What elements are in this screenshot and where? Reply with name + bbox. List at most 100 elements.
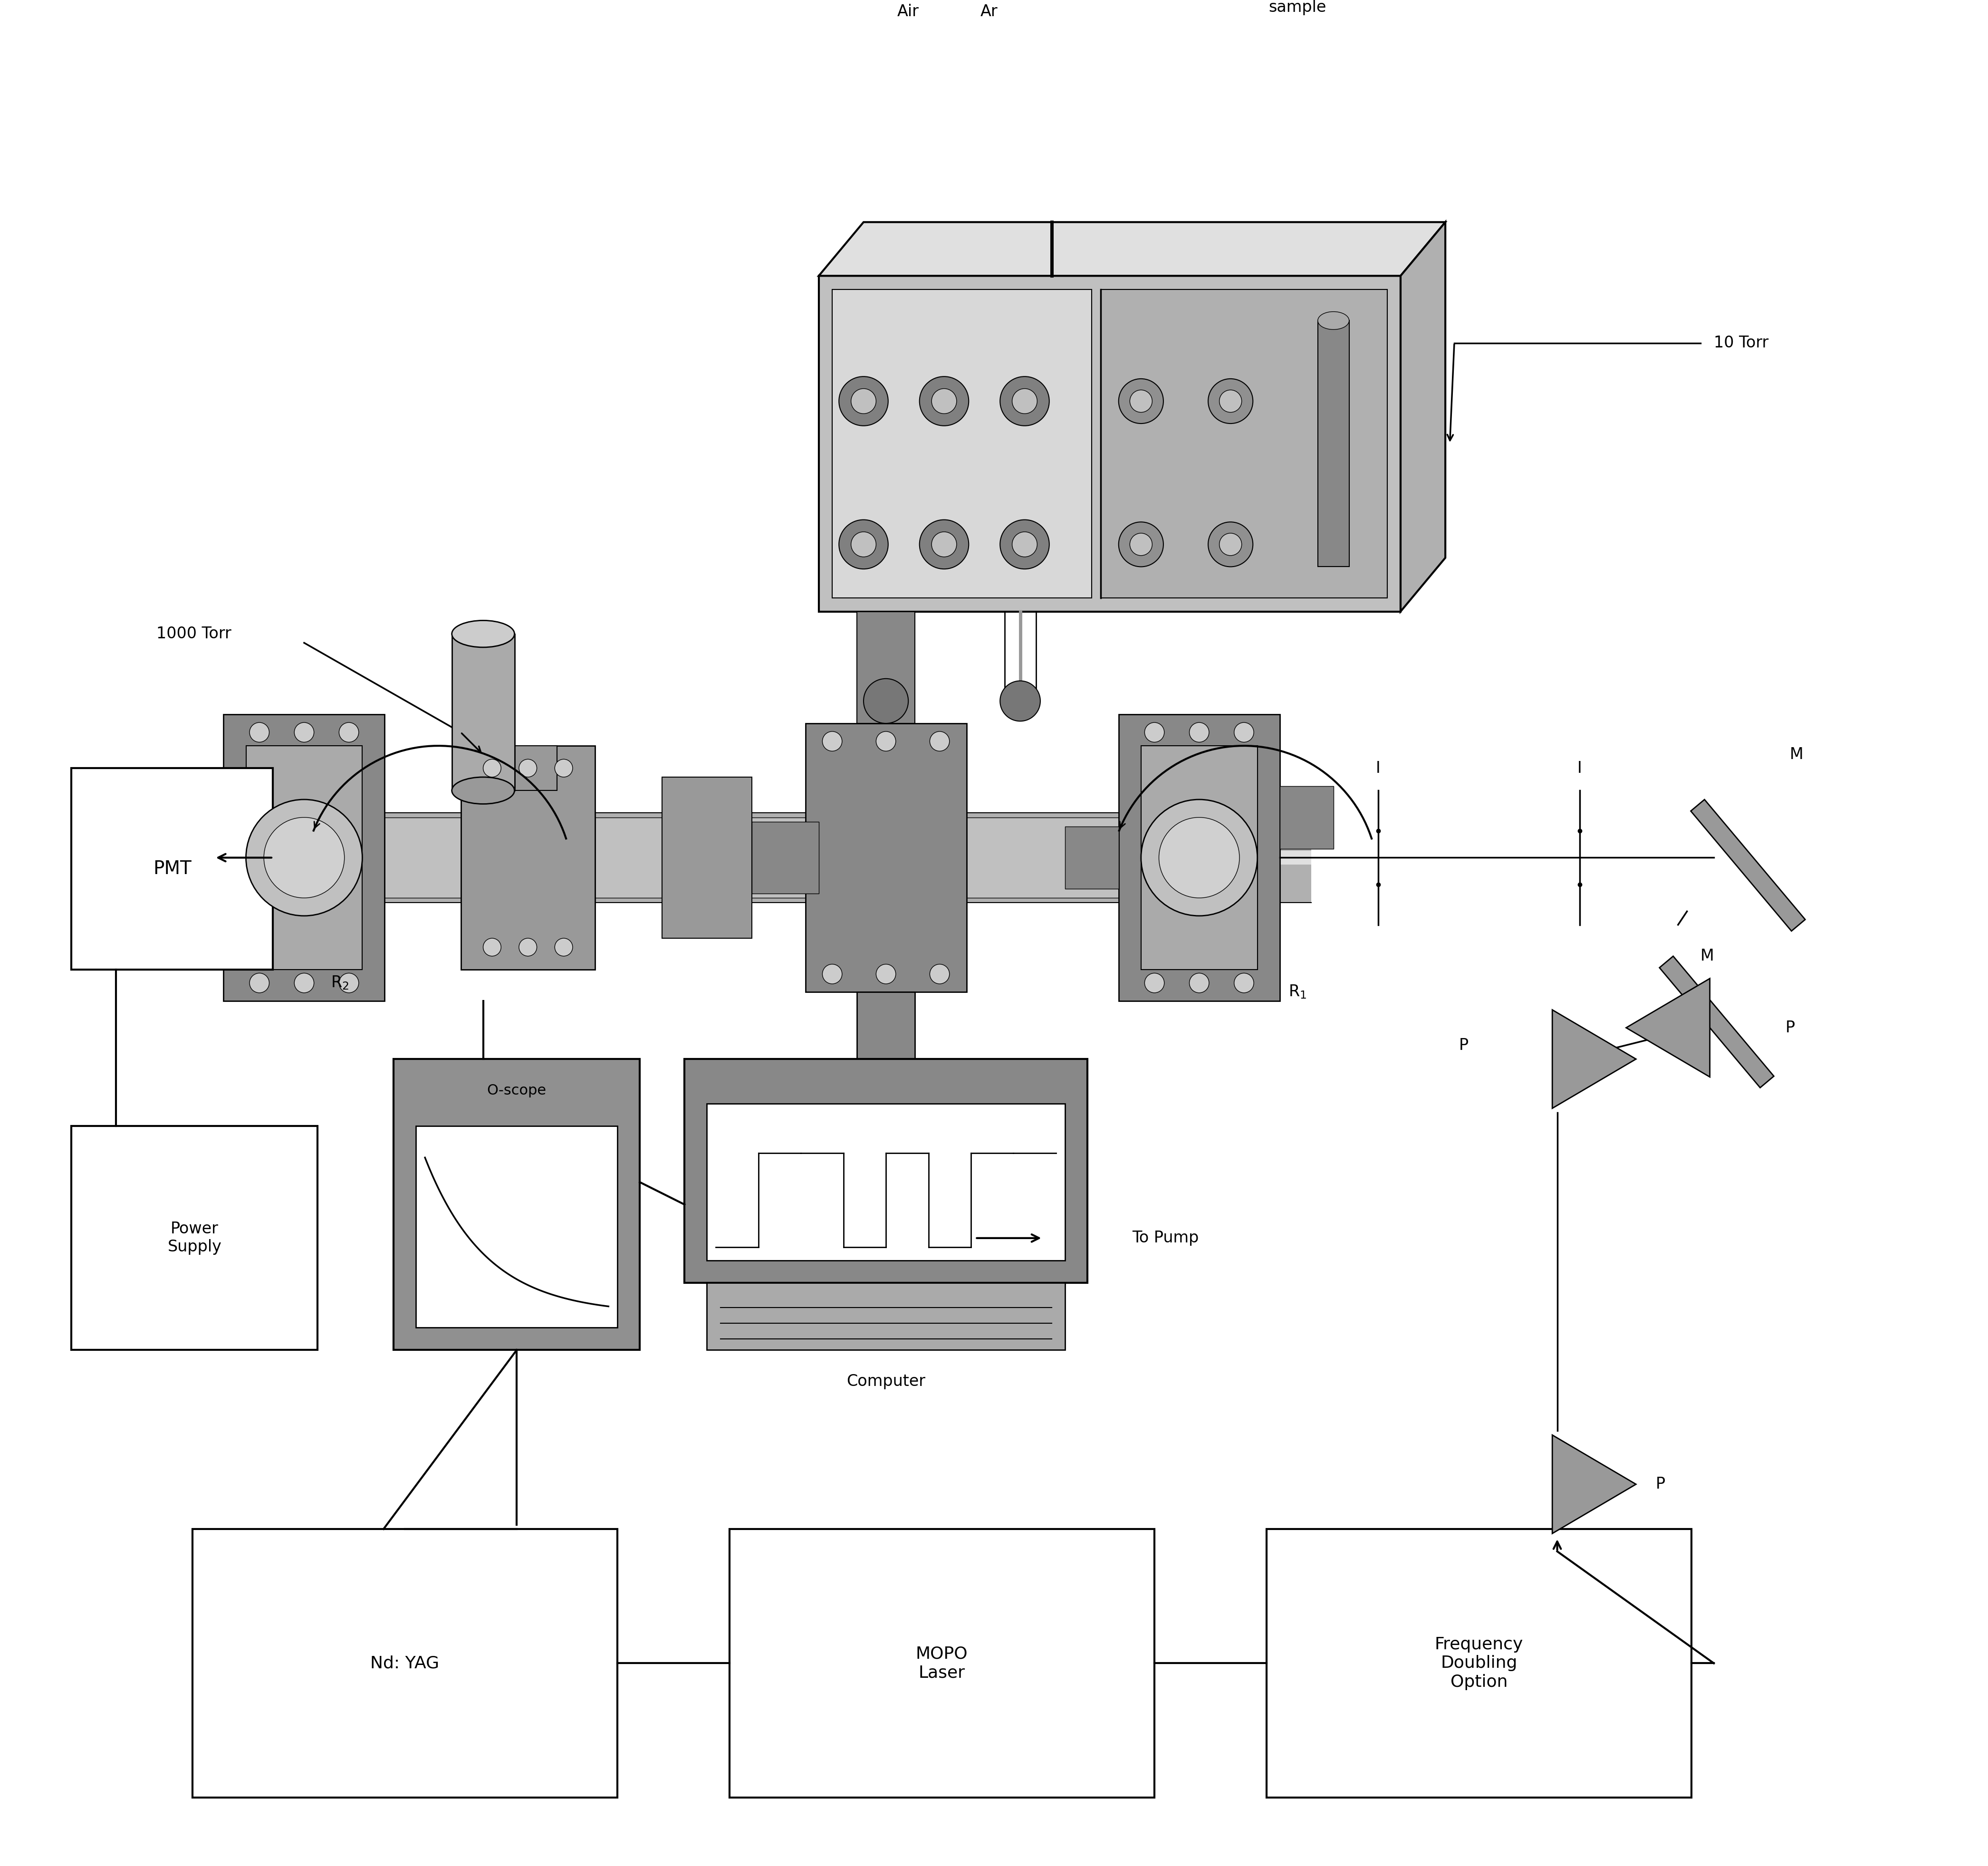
Circle shape — [340, 974, 358, 993]
Bar — [1066, 827, 1119, 888]
Circle shape — [1145, 974, 1165, 993]
Text: 10 Torr: 10 Torr — [1714, 336, 1769, 351]
Circle shape — [555, 939, 573, 955]
Circle shape — [1000, 681, 1040, 720]
Bar — [223, 715, 386, 1000]
Text: Nd: YAG: Nd: YAG — [370, 1655, 439, 1672]
Circle shape — [1000, 521, 1050, 569]
Bar — [594, 817, 819, 898]
Circle shape — [1012, 532, 1038, 556]
Bar — [1119, 715, 1280, 1000]
Circle shape — [823, 965, 843, 983]
Bar — [708, 1105, 1066, 1260]
Bar — [857, 612, 914, 724]
Text: P: P — [1656, 1476, 1666, 1493]
Circle shape — [930, 731, 950, 752]
Circle shape — [932, 388, 956, 414]
Circle shape — [294, 722, 314, 743]
Bar — [751, 821, 819, 894]
Circle shape — [1159, 817, 1239, 898]
Circle shape — [839, 377, 889, 425]
Text: Liquid
sample: Liquid sample — [1268, 0, 1326, 15]
Text: I: I — [1376, 759, 1380, 776]
Text: PMT: PMT — [153, 860, 191, 877]
Circle shape — [920, 377, 968, 425]
Bar — [304, 814, 1310, 903]
Bar — [805, 724, 966, 993]
Bar — [1101, 289, 1388, 599]
Text: P: P — [1459, 1037, 1469, 1054]
Bar — [684, 1060, 1087, 1282]
Ellipse shape — [451, 776, 515, 804]
Circle shape — [1141, 799, 1256, 916]
Circle shape — [1219, 390, 1242, 412]
Polygon shape — [819, 222, 1445, 276]
Circle shape — [1129, 390, 1153, 412]
Bar — [386, 817, 461, 898]
Bar — [72, 769, 272, 970]
Circle shape — [264, 817, 344, 898]
Circle shape — [555, 759, 573, 776]
Bar — [819, 276, 1402, 612]
Circle shape — [823, 731, 843, 752]
Bar — [415, 1127, 618, 1327]
Text: Power
Supply: Power Supply — [167, 1220, 221, 1256]
Text: Ar: Ar — [980, 4, 998, 21]
Text: M: M — [1789, 746, 1803, 763]
Circle shape — [1209, 379, 1252, 424]
Text: R$_1$: R$_1$ — [1288, 983, 1306, 1000]
Ellipse shape — [1318, 312, 1350, 330]
Circle shape — [877, 731, 897, 752]
Circle shape — [851, 532, 877, 556]
Circle shape — [1219, 534, 1242, 556]
Circle shape — [1129, 534, 1153, 556]
Bar — [966, 817, 1119, 898]
Bar — [708, 1282, 1066, 1349]
Circle shape — [1012, 388, 1038, 414]
Text: O-scope: O-scope — [487, 1084, 547, 1097]
Circle shape — [851, 388, 877, 414]
Text: M: M — [1700, 948, 1714, 965]
Circle shape — [1119, 379, 1163, 424]
Circle shape — [1235, 722, 1254, 743]
Bar — [1141, 746, 1256, 970]
Text: Computer: Computer — [847, 1373, 924, 1388]
Text: Frequency
Doubling
Option: Frequency Doubling Option — [1435, 1636, 1523, 1691]
Circle shape — [863, 679, 909, 724]
Text: I: I — [1576, 759, 1582, 776]
Polygon shape — [1402, 222, 1445, 612]
Bar — [1266, 1528, 1692, 1797]
Bar — [499, 746, 557, 791]
Bar — [461, 746, 594, 970]
Polygon shape — [1553, 1010, 1636, 1108]
Text: Air: Air — [897, 4, 918, 21]
Text: MOPO
Laser: MOPO Laser — [916, 1646, 968, 1681]
Circle shape — [1235, 974, 1254, 993]
Circle shape — [483, 759, 501, 776]
Circle shape — [877, 965, 897, 983]
Text: 1000 Torr: 1000 Torr — [157, 625, 231, 642]
Circle shape — [1000, 377, 1050, 425]
Circle shape — [1209, 522, 1252, 567]
Polygon shape — [1626, 978, 1710, 1077]
Bar — [72, 1127, 318, 1349]
FancyBboxPatch shape — [1690, 799, 1805, 931]
Bar — [730, 1528, 1155, 1797]
Circle shape — [1119, 522, 1163, 567]
Bar — [247, 746, 362, 970]
Polygon shape — [1553, 1435, 1636, 1534]
Circle shape — [1189, 722, 1209, 743]
Circle shape — [250, 722, 268, 743]
Bar — [833, 289, 1091, 599]
Bar — [662, 776, 751, 939]
Bar — [1280, 786, 1334, 849]
Text: P: P — [1785, 1021, 1795, 1036]
Circle shape — [247, 799, 362, 916]
Text: R$_2$: R$_2$ — [330, 974, 350, 991]
Circle shape — [932, 532, 956, 556]
Circle shape — [839, 521, 889, 569]
Circle shape — [294, 974, 314, 993]
Bar — [451, 634, 515, 791]
Bar — [193, 1528, 618, 1797]
Circle shape — [930, 965, 950, 983]
